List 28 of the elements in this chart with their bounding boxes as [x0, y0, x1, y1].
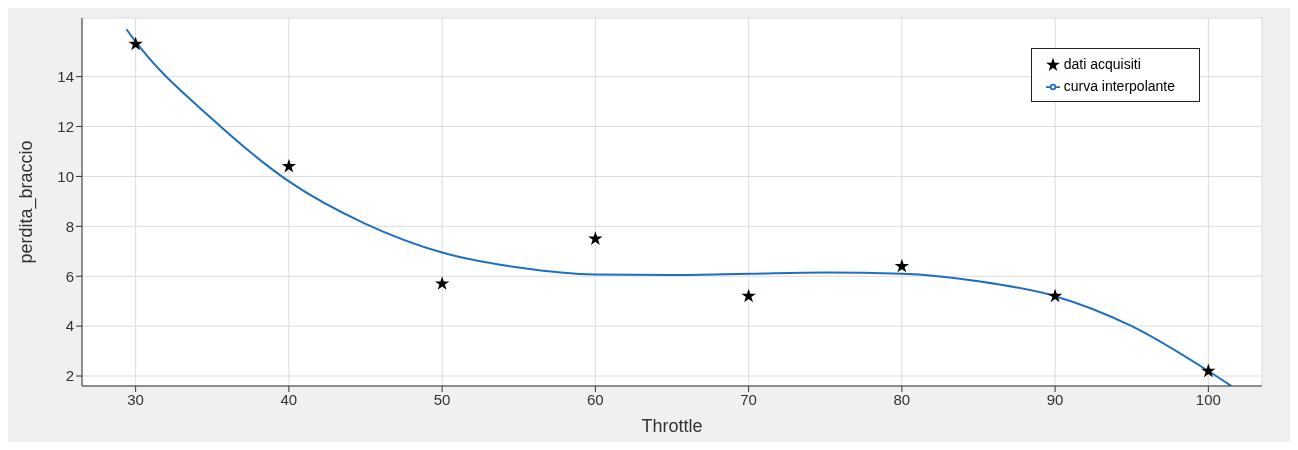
legend-label: dati acquisiti	[1063, 56, 1141, 72]
x-tick-label: 70	[740, 390, 757, 408]
x-tick-label: 60	[587, 390, 604, 408]
x-axis-title: Throttle	[641, 416, 703, 436]
y-tick-label: 14	[57, 67, 74, 85]
point	[434, 276, 450, 290]
y-axis-title: perdita_braccio	[16, 140, 38, 264]
legend-label: curva interpolante	[1063, 78, 1175, 94]
point	[1047, 288, 1063, 303]
y-tick-label: 6	[65, 267, 74, 285]
x-tick-label: 50	[433, 390, 451, 408]
point	[128, 36, 143, 51]
x-tick-label: 100	[1195, 390, 1221, 408]
x-tick-label: 90	[1046, 390, 1064, 408]
y-tick-label: 10	[57, 167, 74, 185]
x-tick-label: 40	[280, 390, 298, 408]
x-tick-label: 30	[127, 390, 144, 408]
point	[894, 258, 910, 273]
y-tick-label: 4	[65, 317, 74, 335]
x-tick-label: 80	[893, 390, 911, 408]
y-tick-label: 2	[65, 367, 74, 385]
point	[281, 158, 297, 173]
point	[1201, 363, 1216, 378]
y-tick-label: 8	[65, 217, 74, 235]
point	[741, 288, 756, 303]
point	[588, 231, 603, 245]
y-tick-label: 12	[57, 117, 74, 135]
line-series	[125, 28, 1233, 386]
